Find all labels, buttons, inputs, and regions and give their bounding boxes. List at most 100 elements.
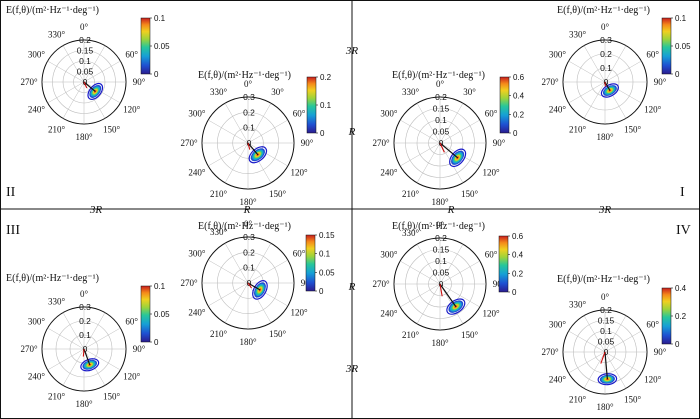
angle-tick-label: 300° <box>549 320 567 330</box>
radial-tick-label: 0.05 <box>433 268 450 278</box>
angle-tick-label: 240° <box>549 375 567 385</box>
angle-tick-label: 180° <box>239 197 257 207</box>
mean-direction-line <box>247 282 261 291</box>
angle-tick-label: 0° <box>601 292 610 302</box>
angle-tick-label: 90° <box>493 138 506 148</box>
angle-tick-label: 150° <box>461 189 479 199</box>
angle-tick-label: 330° <box>210 87 228 97</box>
grid-spoke <box>439 244 464 285</box>
angle-tick-label: 120° <box>123 105 141 115</box>
grid-spoke <box>604 330 642 353</box>
grid-spoke <box>247 243 272 284</box>
angle-tick-label: 330° <box>569 299 587 309</box>
radial-tick-label: 0.05 <box>77 67 94 77</box>
angle-tick-label: 240° <box>380 309 398 319</box>
angle-tick-label: 180° <box>431 338 449 348</box>
scale-mark-3R-bottom: 3R <box>345 363 359 375</box>
colorbar <box>305 234 316 292</box>
angle-tick-label: 300° <box>188 249 206 259</box>
radial-tick-label: 0 <box>439 279 444 289</box>
angle-tick-label: 90° <box>654 347 667 357</box>
mean-direction-line <box>247 142 259 156</box>
angle-tick-label: 330° <box>569 29 587 39</box>
radial-tick-label: 0.3 <box>243 232 255 242</box>
grid-spoke <box>83 45 106 83</box>
grid-spoke <box>439 119 480 144</box>
grid-spoke <box>224 103 249 144</box>
grid-spoke <box>247 282 272 323</box>
grid-spoke <box>47 81 85 104</box>
mean-direction-line <box>439 283 457 307</box>
angle-tick-label: 270° <box>372 138 390 148</box>
radial-tick-label: 0.2 <box>243 247 255 257</box>
colorbar-tick-label: 0.2 <box>320 73 332 82</box>
radial-tick-label: 0.05 <box>433 127 450 137</box>
radial-tick-label: 0.15 <box>598 316 615 326</box>
colorbar-tick-label: 0 <box>154 338 159 347</box>
grid-spoke <box>83 81 121 104</box>
angle-tick-label: 270° <box>180 138 198 148</box>
angle-tick-label: 270° <box>372 279 390 289</box>
angle-tick-label: 270° <box>180 278 198 288</box>
radial-tick-label: 0.2 <box>435 92 447 102</box>
angle-tick-label: 0° <box>80 22 89 32</box>
radial-tick-label: 0.1 <box>435 256 447 266</box>
grid-spoke <box>400 260 441 285</box>
radial-tick-label: 0.2 <box>600 305 612 315</box>
radial-tick-label: 0.15 <box>77 46 94 56</box>
grid-spoke <box>83 81 106 119</box>
colorbar-tick-label: 0 <box>675 70 680 79</box>
colorbar-tick-label: 0.1 <box>154 282 166 291</box>
scale-mark-3R-top: 3R <box>345 45 359 57</box>
scale-mark-R-left: R <box>243 204 251 216</box>
angle-tick-label: 150° <box>624 125 642 135</box>
grid-spoke <box>604 351 642 374</box>
angle-tick-label: 270° <box>20 77 38 87</box>
angle-tick-label: 90° <box>301 138 314 148</box>
colorbar-tick-label: 0.2 <box>513 110 525 119</box>
angle-tick-label: 330° <box>402 87 420 97</box>
colorbar <box>140 17 151 75</box>
radial-tick-label: 0 <box>439 138 444 148</box>
panel-title: E(f,θ)/(m²·Hz⁻¹·deg⁻¹) <box>557 274 650 285</box>
angle-tick-label: 210° <box>210 189 228 199</box>
angle-tick-label: 210° <box>210 329 228 339</box>
peak-direction-line <box>600 351 606 364</box>
angle-tick-label: 180° <box>596 402 614 412</box>
radial-tick-label: 0.1 <box>243 263 255 273</box>
grid-spoke <box>604 315 627 353</box>
grid-spoke <box>439 260 480 285</box>
panel-title: E(f,θ)/(m²·Hz⁻¹·deg⁻¹) <box>557 5 650 16</box>
peak-direction-line <box>247 142 251 150</box>
polar-panels: E(f,θ)/(m²·Hz⁻¹·deg⁻¹)0.20.150.10.0500°6… <box>6 5 691 412</box>
colorbar-tick-label: 0.05 <box>154 42 170 51</box>
angle-tick-label: 90° <box>654 77 667 87</box>
angle-tick-label: 120° <box>483 309 501 319</box>
angle-tick-label: 150° <box>103 392 121 402</box>
angle-tick-label: 150° <box>461 330 479 340</box>
radial-tick-label: 0 <box>604 347 609 357</box>
angle-tick-label: 60° <box>646 50 659 60</box>
radial-tick-label: 0.1 <box>600 63 612 73</box>
scale-mark-3R-left: 3R <box>89 204 103 216</box>
polar-panel-IV-inner: E(f,θ)/(m²·Hz⁻¹·deg⁻¹)0.20.150.10.0500°6… <box>372 220 523 348</box>
colorbar-tick-label: 0 <box>512 288 517 297</box>
grid-spoke <box>47 327 85 350</box>
grid-spoke <box>416 244 441 285</box>
angle-tick-label: 240° <box>380 168 398 178</box>
mean-direction-line <box>83 348 91 365</box>
mean-direction-line <box>439 142 459 159</box>
angle-tick-label: 240° <box>188 308 206 318</box>
grid-spoke <box>62 45 85 83</box>
colorbar <box>661 287 672 345</box>
angle-tick-label: 150° <box>269 189 287 199</box>
angle-tick-label: 60° <box>125 317 138 327</box>
angle-tick-label: 60° <box>293 109 306 119</box>
peak-direction-line <box>439 142 445 153</box>
angle-tick-label: 60° <box>485 109 498 119</box>
grid-spoke <box>604 60 642 83</box>
angle-tick-label: 240° <box>28 105 46 115</box>
polar-panel-III-outer: E(f,θ)/(m²·Hz⁻¹·deg⁻¹) 0.3 0.2 0.1 0 0° 60° 90°… <box>6 273 170 409</box>
radial-tick-label: 0.1 <box>79 330 91 340</box>
